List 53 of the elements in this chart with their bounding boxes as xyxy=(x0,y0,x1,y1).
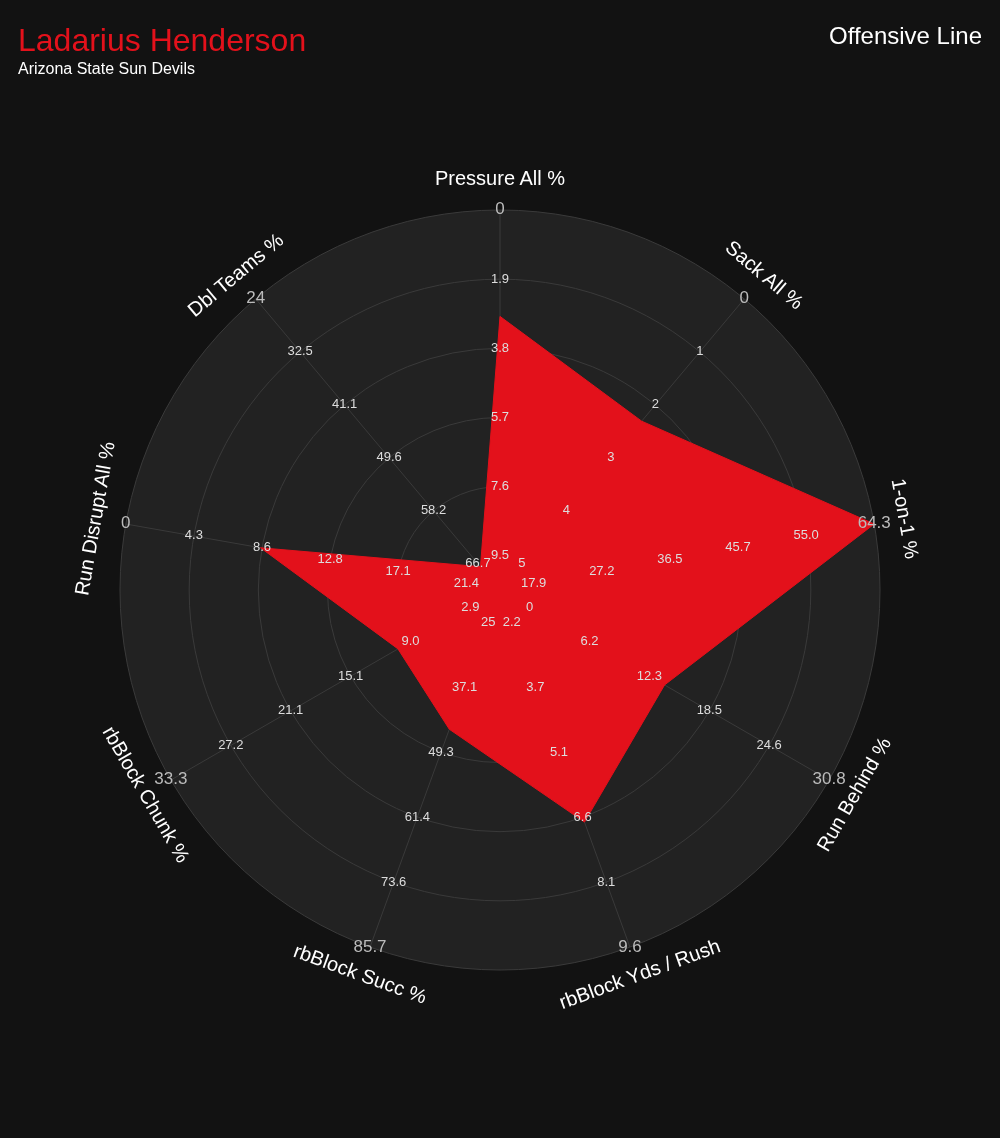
text: 58.2 xyxy=(420,502,447,518)
text: 37.1 xyxy=(451,678,478,694)
text: 1.9 xyxy=(490,270,510,286)
text: 33.3 xyxy=(154,769,188,789)
text: 9.0 xyxy=(401,633,420,649)
text: 5 xyxy=(518,555,526,571)
text: 2.9 xyxy=(461,598,480,614)
text: 5.7 xyxy=(490,408,510,424)
text: 12.8 xyxy=(317,551,343,567)
text: 2.2 xyxy=(502,613,521,629)
text: 45.7 xyxy=(725,539,751,555)
text: 0 xyxy=(526,598,534,614)
text: 7.6 xyxy=(490,478,510,494)
text: 61.4 xyxy=(404,808,430,824)
text: 27.2 xyxy=(218,736,244,752)
text: 18.5 xyxy=(696,702,722,718)
spoke-label: Pressure All % xyxy=(434,167,566,190)
text: 12.3 xyxy=(636,667,663,683)
text: 21.4 xyxy=(453,575,479,591)
text: 0 xyxy=(739,288,749,308)
text: 9.5 xyxy=(490,547,510,563)
chart-subtitle: Arizona State Sun Devils xyxy=(18,60,195,78)
text: 2 xyxy=(651,396,659,412)
text: 6.2 xyxy=(580,633,599,649)
text: 25 xyxy=(481,613,496,629)
text: 5.1 xyxy=(549,743,569,759)
text: 49.6 xyxy=(376,449,402,465)
text: 0 xyxy=(495,199,505,219)
text: Offensive Line xyxy=(829,22,982,50)
text: 4.3 xyxy=(184,527,203,543)
text: 21.1 xyxy=(278,702,304,718)
text: 41.1 xyxy=(331,396,358,412)
text: 9.6 xyxy=(618,936,642,956)
chart-title: Ladarius Henderson xyxy=(18,22,307,59)
text: 17.9 xyxy=(521,575,547,591)
text: 3 xyxy=(607,449,615,465)
text: 15.1 xyxy=(337,667,364,683)
text: 66.7 xyxy=(465,555,491,571)
text: 49.3 xyxy=(428,743,454,759)
text: 4 xyxy=(562,502,571,518)
text: 17.1 xyxy=(385,563,411,579)
text: 32.5 xyxy=(287,343,313,359)
text: 27.2 xyxy=(589,563,615,579)
spoke-label: Run Disrupt All % xyxy=(70,439,119,598)
text: 36.5 xyxy=(657,551,683,567)
text: 3.7 xyxy=(526,678,545,694)
text: 24 xyxy=(246,288,266,308)
text: 24.6 xyxy=(756,736,782,752)
text: 8.1 xyxy=(597,873,616,889)
text: 1 xyxy=(696,343,704,359)
text: 73.6 xyxy=(381,873,407,889)
text: 0 xyxy=(121,513,131,533)
text: 55.0 xyxy=(793,527,819,543)
